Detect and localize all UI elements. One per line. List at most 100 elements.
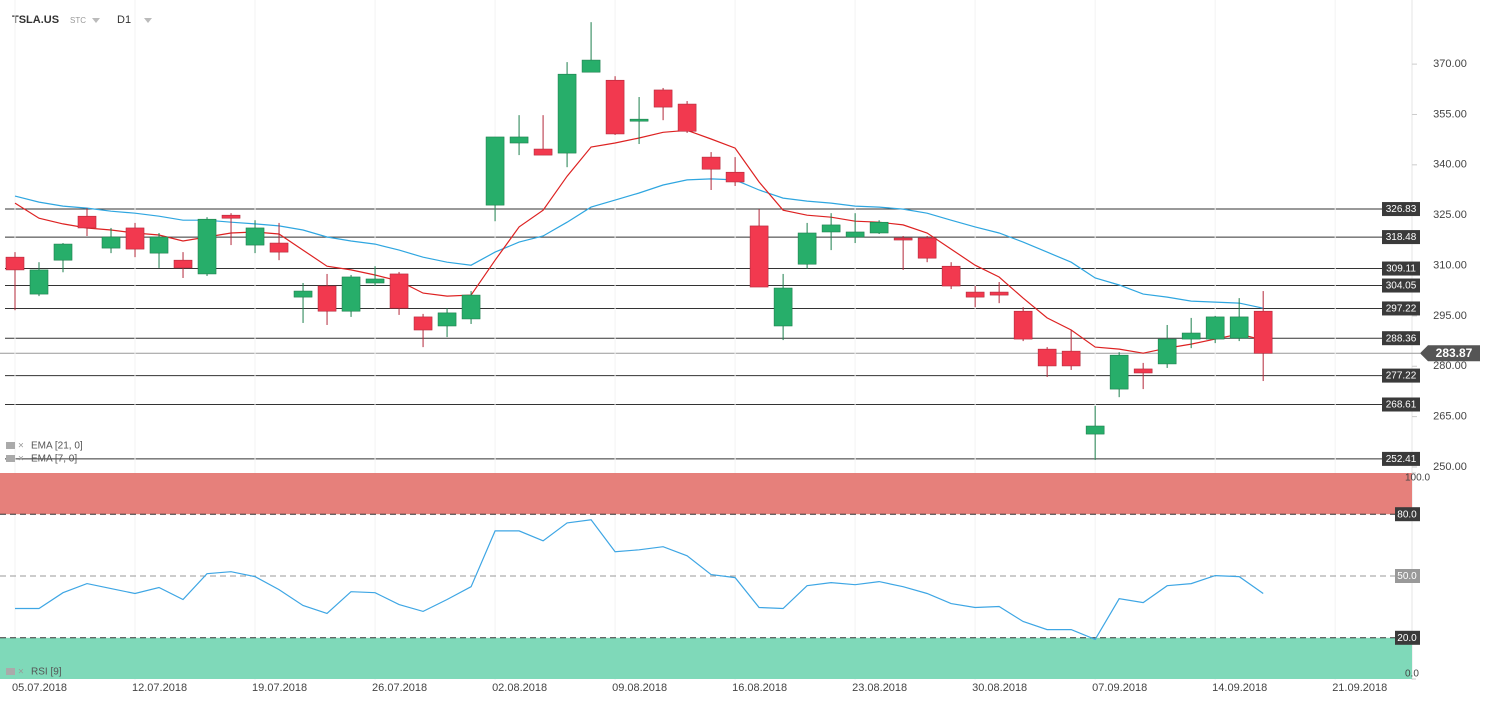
y-tick-label: 265.00 (1433, 411, 1467, 423)
candle-body (1013, 310, 1033, 340)
y-tick-label: 370.00 (1433, 58, 1467, 70)
rsi-band (0, 473, 1412, 515)
legend-label: EMA [21, 0] (31, 441, 83, 452)
rsi-line (15, 519, 1264, 641)
candle-body (1133, 368, 1153, 374)
level-box (1382, 451, 1420, 466)
dropdown-arrow[interactable] (92, 18, 100, 23)
candle-body (965, 291, 985, 298)
candle-body (869, 221, 889, 234)
ema-line (14, 178, 1264, 309)
level-label: 318.48 (1386, 232, 1417, 243)
candle-body (389, 273, 409, 309)
legend-close: × (18, 454, 24, 465)
last-price-label: 283.87 (1436, 346, 1473, 360)
candle-body (461, 294, 481, 320)
level-box (1382, 202, 1420, 217)
level-label: 277.22 (1386, 371, 1417, 382)
level-box (1382, 397, 1420, 412)
candle-body (293, 290, 313, 298)
x-tick-label: 09.08.2018 (612, 682, 667, 694)
rsi-band (0, 637, 1412, 679)
x-tick-label: 05.07.2018 (12, 682, 67, 694)
candle-body (29, 269, 49, 295)
level-label: 326.83 (1386, 204, 1417, 215)
candle-body (509, 136, 529, 144)
candle-body (1061, 350, 1081, 367)
candle-body (221, 214, 241, 219)
y-tick-label: 0.0 (1405, 669, 1419, 680)
candle-body (485, 136, 505, 206)
candle-body (1253, 310, 1273, 354)
candle-body (437, 312, 457, 327)
level-label: 252.41 (1386, 454, 1417, 465)
candle-body (173, 259, 193, 269)
level-label: 268.61 (1386, 400, 1417, 411)
level-label: 304.05 (1386, 281, 1417, 292)
candle-body (1157, 338, 1177, 365)
candle-body (365, 278, 385, 284)
candle-body (53, 243, 73, 261)
rsi-level-box (1395, 507, 1420, 522)
candle-body (893, 237, 913, 241)
x-tick-label: 19.07.2018 (252, 682, 307, 694)
candle-body (269, 242, 289, 253)
y-tick-label: 280.00 (1433, 360, 1467, 372)
level-box (1382, 278, 1420, 293)
x-tick-label: 14.09.2018 (1212, 682, 1267, 694)
y-tick-label: 250.00 (1433, 461, 1467, 473)
y-tick-label: 20.0 (1397, 633, 1417, 644)
candle-body (845, 231, 865, 238)
candle-body (317, 285, 337, 312)
level-box (1382, 230, 1420, 245)
candle-body (773, 287, 793, 327)
legend-icon (6, 668, 15, 675)
y-tick-label: 325.00 (1433, 209, 1467, 221)
level-box (1382, 331, 1420, 346)
rsi-level-box (1395, 630, 1420, 645)
instrument-kind[interactable]: STC (70, 16, 86, 25)
level-box (1382, 261, 1420, 276)
candle-body (797, 232, 817, 265)
candle-body (917, 237, 937, 259)
candle-body (1181, 332, 1201, 340)
level-box (1382, 368, 1420, 383)
candle-body (941, 265, 961, 287)
candle-body (653, 89, 673, 108)
y-tick-label: 310.00 (1433, 259, 1467, 271)
x-tick-label: 23.08.2018 (852, 682, 907, 694)
candle-body (341, 276, 361, 312)
x-tick-label: 07.09.2018 (1092, 682, 1147, 694)
legend-close: × (18, 441, 24, 452)
x-tick-label: 12.07.2018 (132, 682, 187, 694)
candle-body (581, 59, 601, 73)
y-tick-label: 100.0 (1405, 473, 1430, 484)
candle-body (1229, 316, 1249, 339)
symbol[interactable]: TSLA.US (12, 14, 59, 26)
candle-body (749, 225, 769, 288)
candle-body (821, 224, 841, 233)
candle-body (413, 316, 433, 331)
x-tick-label: 16.08.2018 (732, 682, 787, 694)
candle-body (125, 227, 145, 250)
candle-body (101, 236, 121, 249)
candle-body (701, 156, 721, 170)
candle-body (245, 227, 265, 246)
candle-body (677, 103, 697, 132)
interval[interactable]: D1 (117, 14, 131, 26)
legend-label: EMA [7, 0] (31, 454, 77, 465)
candle-body (725, 171, 745, 183)
y-tick-label: 340.00 (1433, 159, 1467, 171)
x-tick-label: 26.07.2018 (372, 682, 427, 694)
legend-close: × (18, 667, 24, 678)
y-tick-label: 355.00 (1433, 108, 1467, 120)
candle-body (1205, 316, 1225, 340)
dropdown-arrow[interactable] (144, 18, 152, 23)
candle-body (149, 236, 169, 254)
candle-body (1037, 348, 1057, 367)
rsi-level-box (1395, 569, 1420, 583)
candle-body (1085, 425, 1105, 435)
candle-body (989, 291, 1009, 296)
